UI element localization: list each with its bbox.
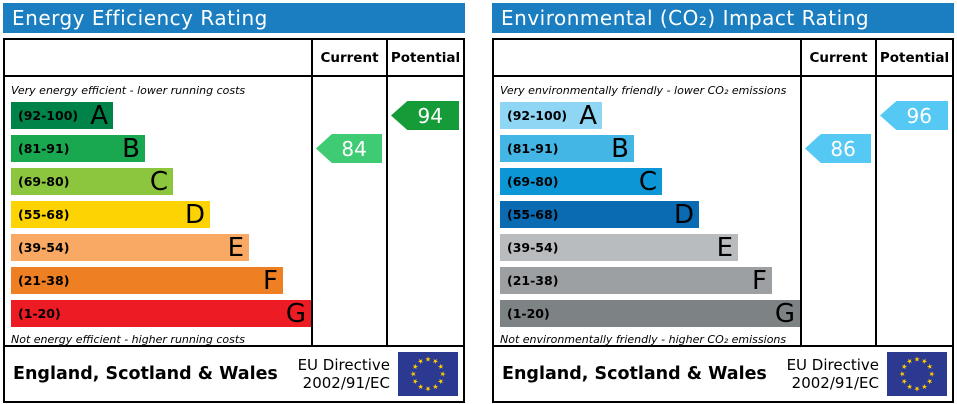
panel-title: Energy Efficiency Rating [3, 3, 465, 33]
band-range: (69-80) [507, 174, 559, 189]
current-rating-value: 86 [830, 136, 856, 161]
eu-directive-label: EU Directive 2002/91/EC [787, 356, 879, 392]
eu-star-icon: ★ [424, 355, 432, 364]
potential-rating-value: 94 [417, 103, 443, 128]
top-caption: Very environmentally friendly - lower CO… [500, 84, 787, 97]
environmental-impact-panel: Environmental (CO₂) Impact Rating Curren… [492, 3, 954, 403]
band-letter: D [184, 199, 205, 230]
band-letter: B [611, 133, 629, 164]
eu-flag-icon: ★ ★ ★ ★ ★ ★ ★ ★ ★ ★ ★ ★ [398, 352, 458, 396]
band-letter: C [149, 166, 168, 197]
band-range: (1-20) [507, 306, 550, 321]
potential-column: 94 [386, 77, 463, 346]
band-d-bar: (55-68) D [500, 201, 699, 228]
band-range: (55-68) [18, 207, 70, 222]
region-label: England, Scotland & Wales [502, 364, 767, 384]
current-rating-value: 84 [341, 136, 367, 161]
spacer-cell [494, 40, 800, 75]
band-letter: A [579, 100, 597, 131]
bands-column: Very environmentally friendly - lower CO… [494, 77, 800, 346]
top-caption: Very energy efficient - lower running co… [11, 84, 246, 97]
eu-star-icon: ★ [424, 384, 432, 393]
table-header-row: Current Potential [5, 40, 463, 77]
potential-rating-value: 96 [906, 103, 932, 128]
current-rating-arrow: 84 [316, 134, 382, 163]
band-letter: B [122, 133, 140, 164]
band-range: (21-38) [18, 273, 70, 288]
band-f-bar: (21-38) F [11, 267, 283, 294]
band-e-bar: (39-54) E [500, 234, 738, 261]
band-letter: E [227, 232, 244, 263]
band-g-bar: (1-20) G [500, 300, 800, 327]
band-range: (21-38) [507, 273, 559, 288]
eu-star-icon: ★ [898, 370, 907, 378]
eu-star-icon: ★ [409, 370, 418, 378]
eu-directive-line2: 2002/91/EC [302, 374, 390, 392]
current-column: 84 [311, 77, 386, 346]
chart-row: Very environmentally friendly - lower CO… [494, 77, 952, 346]
band-f-bar: (21-38) F [500, 267, 772, 294]
eu-star-icon: ★ [913, 384, 921, 393]
band-letter: E [716, 232, 733, 263]
footer-row: England, Scotland & Wales EU Directive 2… [5, 345, 463, 401]
current-column-header: Current [311, 40, 386, 75]
band-range: (92-100) [507, 108, 568, 123]
band-range: (1-20) [18, 306, 61, 321]
band-letter: F [263, 265, 278, 296]
band-e-bar: (39-54) E [11, 234, 249, 261]
potential-column: 96 [875, 77, 952, 346]
table-header-row: Current Potential [494, 40, 952, 77]
band-b-bar: (81-91) B [500, 135, 634, 162]
current-column-header: Current [800, 40, 875, 75]
region-label: England, Scotland & Wales [13, 364, 278, 384]
band-letter: F [752, 265, 767, 296]
band-letter: C [638, 166, 657, 197]
band-letter: G [774, 298, 795, 329]
rating-table: Current Potential Very energy efficient … [3, 38, 465, 403]
panel-title: Environmental (CO₂) Impact Rating [492, 3, 954, 33]
band-d-bar: (55-68) D [11, 201, 210, 228]
potential-column-header: Potential [875, 40, 952, 75]
eu-directive-line1: EU Directive [297, 356, 390, 374]
band-range: (92-100) [18, 108, 79, 123]
current-rating-arrow: 86 [805, 134, 871, 163]
band-letter: G [285, 298, 306, 329]
spacer-cell [5, 40, 311, 75]
eu-directive-line2: 2002/91/EC [791, 374, 879, 392]
bottom-caption: Not energy efficient - higher running co… [11, 333, 245, 346]
eu-directive-label: EU Directive 2002/91/EC [298, 356, 390, 392]
eu-flag-icon: ★ ★ ★ ★ ★ ★ ★ ★ ★ ★ ★ ★ [887, 352, 947, 396]
footer-row: England, Scotland & Wales EU Directive 2… [494, 345, 952, 401]
chart-row: Very energy efficient - lower running co… [5, 77, 463, 346]
band-range: (39-54) [507, 240, 559, 255]
eu-directive-line1: EU Directive [786, 356, 879, 374]
band-b-bar: (81-91) B [11, 135, 145, 162]
bottom-caption: Not environmentally friendly - higher CO… [500, 333, 787, 346]
band-range: (55-68) [507, 207, 559, 222]
rating-table: Current Potential Very environmentally f… [492, 38, 954, 403]
current-column: 86 [800, 77, 875, 346]
bands-column: Very energy efficient - lower running co… [5, 77, 311, 346]
band-letter: A [90, 100, 108, 131]
band-range: (81-91) [507, 141, 559, 156]
band-range: (81-91) [18, 141, 70, 156]
band-g-bar: (1-20) G [11, 300, 311, 327]
band-c-bar: (69-80) C [500, 168, 662, 195]
eu-star-icon: ★ [913, 355, 921, 364]
band-a-bar: (92-100) A [11, 102, 113, 129]
potential-column-header: Potential [386, 40, 463, 75]
band-range: (69-80) [18, 174, 70, 189]
energy-efficiency-panel: Energy Efficiency Rating Current Potenti… [3, 3, 465, 403]
band-a-bar: (92-100) A [500, 102, 602, 129]
potential-rating-arrow: 94 [391, 101, 459, 130]
band-c-bar: (69-80) C [11, 168, 173, 195]
band-letter: D [673, 199, 694, 230]
band-range: (39-54) [18, 240, 70, 255]
potential-rating-arrow: 96 [880, 101, 948, 130]
